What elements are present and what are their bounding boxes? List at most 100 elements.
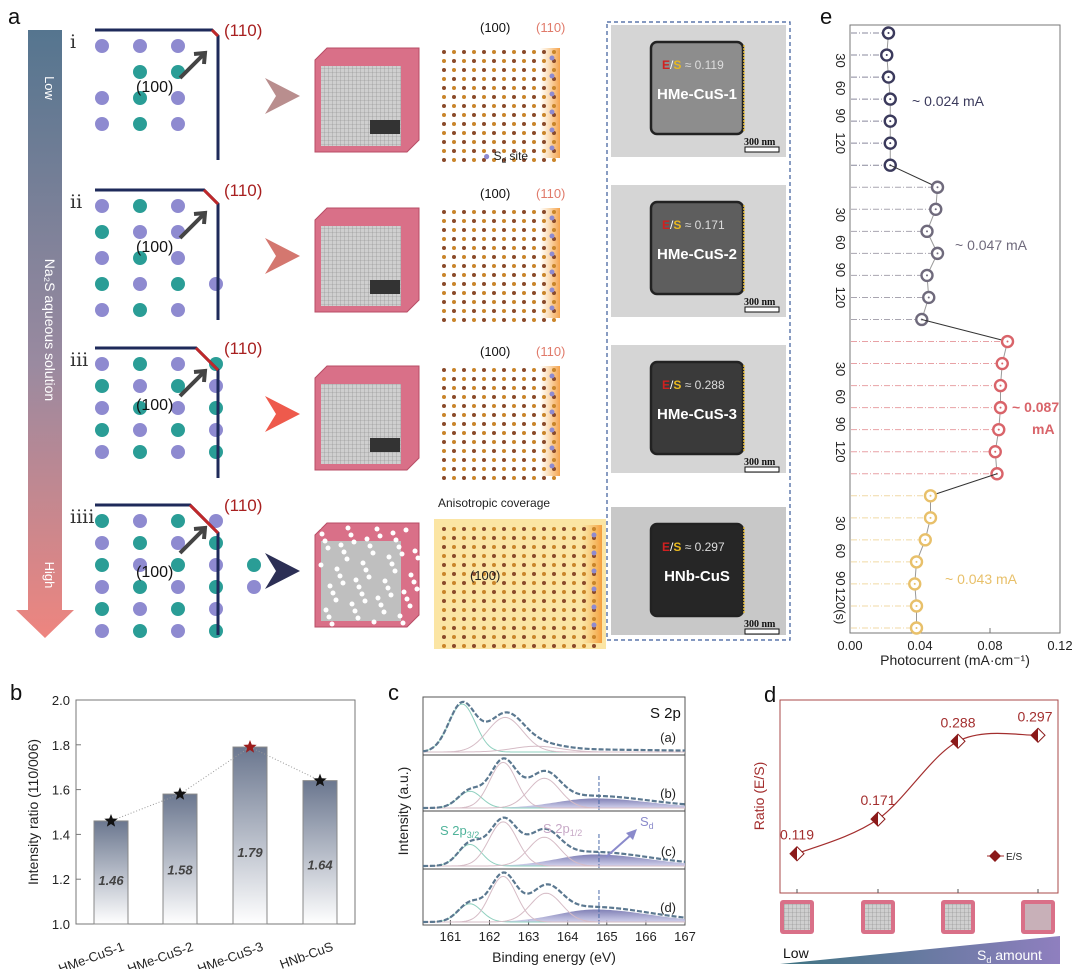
lattice-atom xyxy=(522,149,526,153)
lattice-atom xyxy=(512,291,516,295)
lattice-atom xyxy=(482,554,486,558)
lattice-atom xyxy=(482,309,486,313)
lattice-atom xyxy=(502,377,506,381)
nanocube-model xyxy=(314,207,420,313)
lattice-atom xyxy=(492,300,496,304)
lattice-atom xyxy=(452,449,456,453)
lattice-atom xyxy=(502,237,506,241)
lattice-atom xyxy=(442,644,446,648)
lattice-atom xyxy=(462,545,466,549)
lattice-atom xyxy=(492,386,496,390)
lattice-atom xyxy=(522,86,526,90)
lattice-atom xyxy=(522,300,526,304)
lattice-atom xyxy=(522,368,526,372)
x-tick-label: HMe-CuS-2 xyxy=(125,939,195,969)
lattice-atom xyxy=(552,626,556,630)
annotation-s2p12: S 2p1/2 xyxy=(543,821,582,838)
lattice-atom xyxy=(512,318,516,322)
atom-dot xyxy=(171,558,185,572)
lattice-atom xyxy=(492,644,496,648)
lattice-atom xyxy=(522,318,526,322)
plane-label: (100) xyxy=(136,79,173,96)
lattice-atom xyxy=(582,527,586,531)
lattice-atom xyxy=(442,431,446,435)
lattice-atom xyxy=(512,104,516,108)
atom-dot xyxy=(95,401,109,415)
lattice-atom xyxy=(442,608,446,612)
lattice-atom xyxy=(562,536,566,540)
lattice-atom xyxy=(452,476,456,480)
lattice-atom xyxy=(542,264,546,268)
sd-particle xyxy=(377,533,383,539)
lattice-atom xyxy=(492,458,496,462)
lattice-atom xyxy=(532,291,536,295)
lattice-atom xyxy=(582,617,586,621)
lattice-atom xyxy=(522,246,526,250)
lattice-atom xyxy=(462,95,466,99)
lattice-atom xyxy=(512,122,516,126)
cube-face xyxy=(865,904,891,930)
lattice-atom xyxy=(542,458,546,462)
lattice-atom xyxy=(492,617,496,621)
lattice-atom xyxy=(532,140,536,144)
lattice-atom xyxy=(492,395,496,399)
lattice-atom xyxy=(462,467,466,471)
lattice-atom xyxy=(472,572,476,576)
lattice-atom xyxy=(482,68,486,72)
sd-particle xyxy=(407,603,413,609)
lattice-atom xyxy=(492,140,496,144)
sd-particle xyxy=(388,592,394,598)
lattice-atom xyxy=(502,158,506,162)
atom-dot xyxy=(95,251,109,265)
lattice-atom xyxy=(442,590,446,594)
lattice-atom xyxy=(512,158,516,162)
lattice-atom xyxy=(502,476,506,480)
y-tick-label: 2.0 xyxy=(52,693,70,708)
lattice-atom xyxy=(562,626,566,630)
lattice-atom xyxy=(552,246,556,250)
sd-site-atom xyxy=(591,532,597,538)
x-tick-label: 165 xyxy=(596,929,618,944)
panel-b: b Intensity ratio (110/006) 1.0 1.2 1.4 1.6… xyxy=(10,680,356,969)
facet-110-layer xyxy=(540,366,560,476)
lattice-atom xyxy=(522,291,526,295)
lattice-atom xyxy=(512,599,516,603)
lattice-atom xyxy=(472,440,476,444)
atom-dot xyxy=(95,91,109,105)
lattice-atom xyxy=(512,237,516,241)
lattice-atom xyxy=(442,264,446,268)
lattice-atom xyxy=(522,440,526,444)
cube-opening xyxy=(370,120,400,134)
sd-site-atom xyxy=(549,445,555,451)
sd-particle xyxy=(319,531,325,537)
lattice-atom xyxy=(532,377,536,381)
lattice-atom xyxy=(552,122,556,126)
panel-label-b: b xyxy=(10,680,22,705)
lattice-atom xyxy=(462,563,466,567)
data-point-marker-fill xyxy=(871,812,878,827)
lattice-atom xyxy=(582,536,586,540)
lattice-atom xyxy=(472,608,476,612)
lattice-atom xyxy=(482,95,486,99)
lattice-atom xyxy=(442,527,446,531)
lattice-atom xyxy=(542,536,546,540)
lattice-atom xyxy=(442,68,446,72)
lattice-atom xyxy=(482,246,486,250)
lattice-atom xyxy=(502,413,506,417)
lattice-atom xyxy=(522,572,526,576)
fit-component xyxy=(423,745,685,753)
lattice-atom xyxy=(522,395,526,399)
lattice-atom xyxy=(512,449,516,453)
lattice-atom xyxy=(492,228,496,232)
scale-bar xyxy=(744,628,780,635)
data-point-center xyxy=(929,494,932,497)
time-tick-label: 30 xyxy=(833,516,848,530)
svg-text:Sd: Sd xyxy=(640,814,654,831)
atom-dot xyxy=(95,580,109,594)
lattice-atom xyxy=(492,581,496,585)
lattice-atom xyxy=(552,554,556,558)
series-0: 30 60 90 120 ~ 0.024 mA xyxy=(833,26,985,172)
lattice-atom xyxy=(502,300,506,304)
lattice-atom xyxy=(522,527,526,531)
lattice-atom xyxy=(552,536,556,540)
